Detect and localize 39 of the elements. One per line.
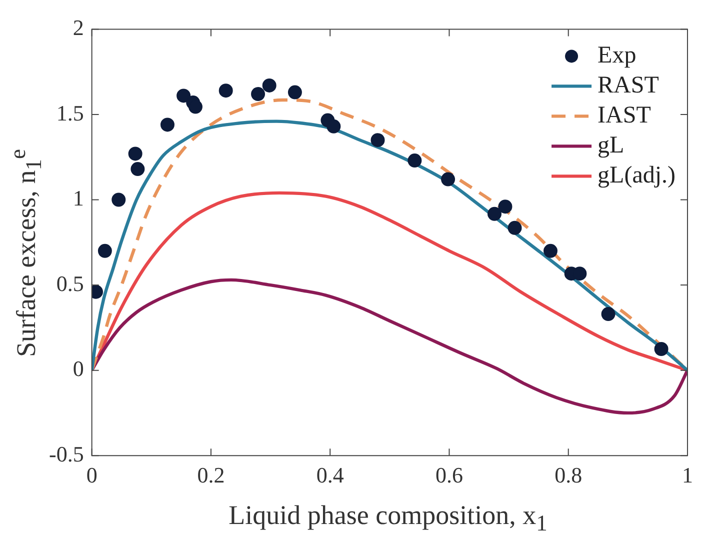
x-tick-label: 0.6 bbox=[435, 462, 463, 488]
point bbox=[408, 154, 422, 168]
point bbox=[654, 342, 668, 356]
x-tick-label: 0.8 bbox=[554, 462, 582, 488]
line-series bbox=[92, 278, 688, 415]
point bbox=[370, 133, 385, 148]
y-tick-label: 0.5 bbox=[56, 270, 84, 296]
point bbox=[288, 85, 302, 100]
legend-label: RAST bbox=[598, 72, 660, 98]
point bbox=[326, 119, 341, 134]
point bbox=[441, 172, 456, 186]
point bbox=[251, 87, 266, 102]
point bbox=[543, 244, 558, 258]
legend-label: gL bbox=[598, 132, 624, 158]
legend-label: gL(adj.) bbox=[598, 162, 676, 188]
point bbox=[160, 118, 174, 132]
x-axis-title: Liquid phase composition, x$_{1}$ bbox=[228, 500, 548, 536]
x-tick-label: 0.4 bbox=[316, 462, 344, 488]
x-tick-label: 1 bbox=[682, 462, 693, 488]
y-tick-label: 2 bbox=[72, 14, 84, 40]
point bbox=[508, 220, 522, 235]
legend-label: Exp bbox=[598, 42, 636, 68]
point bbox=[498, 200, 512, 214]
y-tick-label: -0.5 bbox=[49, 441, 84, 466]
point bbox=[128, 146, 142, 161]
y-tick-label: 0 bbox=[72, 356, 84, 382]
y-tick-label: 1 bbox=[72, 186, 84, 211]
point bbox=[218, 84, 233, 98]
point bbox=[488, 206, 502, 221]
x-tick-label: 0.2 bbox=[197, 462, 225, 488]
point bbox=[601, 307, 616, 322]
point bbox=[130, 162, 145, 176]
point bbox=[176, 88, 191, 103]
point bbox=[112, 192, 126, 207]
point bbox=[188, 100, 202, 114]
legend-label: IAST bbox=[598, 102, 652, 128]
y-tick-label: 1.5 bbox=[56, 100, 84, 126]
point bbox=[98, 244, 112, 258]
point bbox=[262, 78, 276, 92]
